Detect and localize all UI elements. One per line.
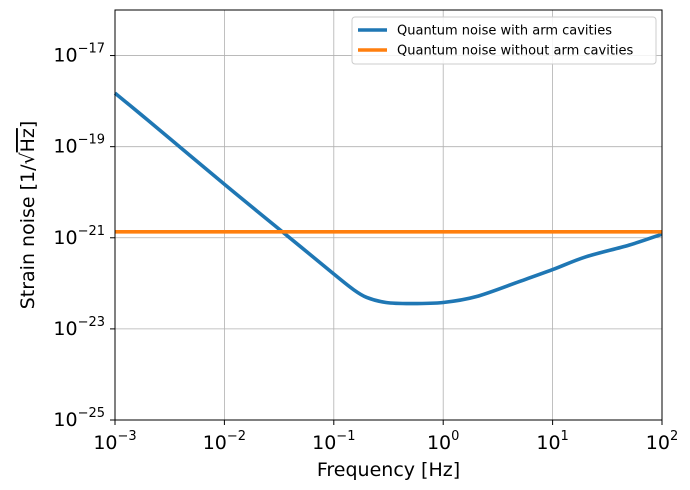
legend-box (351, 16, 657, 65)
x-tick-base: 10 (203, 432, 227, 454)
y-tick-label: 10−25 (53, 406, 105, 431)
y-tick-base: 10 (53, 45, 77, 67)
y-tick-base: 10 (53, 318, 77, 340)
y-axis-label-suffix: ] (17, 121, 39, 128)
y-axis-label: Strain noise [1/√Hz] (17, 121, 39, 310)
x-tick-base: 10 (427, 432, 451, 454)
y-axis-label-prefix: Strain noise [1/ (17, 164, 39, 309)
y-tick-exponent: −17 (78, 42, 105, 57)
y-tick-label: 10−17 (53, 42, 105, 67)
svg-text:Strain noise [1/√Hz]: Strain noise [1/√Hz] (17, 121, 39, 310)
legend: Quantum noise with arm cavities Quantum … (351, 16, 657, 65)
x-tick-base: 10 (312, 432, 336, 454)
x-tick-label: 102 (646, 429, 678, 454)
series-layer (113, 91, 663, 306)
x-tick-exponent: −2 (227, 429, 246, 444)
ticks: 10−3 10−2 10−1 100 101 10210−2510−2310−2110−1… (53, 42, 678, 454)
x-axis-label: Frequency [Hz] (317, 459, 460, 481)
x-tick-exponent: −3 (118, 429, 137, 444)
series-line-0 (113, 91, 663, 306)
x-tick-exponent: 0 (451, 429, 459, 444)
grid (114, 10, 663, 421)
plot-frame (114, 9, 663, 421)
y-tick-base: 10 (53, 136, 77, 158)
y-tick-exponent: −21 (78, 224, 105, 239)
x-tick-base: 10 (646, 432, 670, 454)
y-axis-label-radicand: Hz (17, 128, 39, 152)
y-tick-label: 10−23 (53, 315, 105, 340)
sqrt-symbol: √ (17, 151, 39, 164)
x-tick-base: 10 (536, 432, 560, 454)
legend-label-1: Quantum noise without arm cavities (397, 44, 634, 59)
x-tick-label: 10−2 (203, 429, 246, 454)
y-tick-base: 10 (53, 227, 77, 249)
x-tick-label: 101 (536, 429, 568, 454)
y-tick-exponent: −19 (78, 133, 105, 148)
x-tick-label: 10−1 (312, 429, 355, 454)
y-tick-base: 10 (53, 409, 77, 431)
x-tick-exponent: −1 (336, 429, 355, 444)
legend-label-0: Quantum noise with arm cavities (397, 24, 612, 39)
x-tick-label: 10−3 (93, 429, 136, 454)
y-tick-exponent: −23 (78, 315, 105, 330)
x-tick-exponent: 1 (561, 429, 569, 444)
y-tick-label: 10−19 (53, 133, 105, 158)
y-tick-label: 10−21 (53, 224, 105, 249)
y-tick-exponent: −25 (78, 406, 105, 421)
x-tick-label: 100 (427, 429, 459, 454)
x-tick-base: 10 (93, 432, 117, 454)
x-tick-exponent: 2 (670, 429, 678, 444)
